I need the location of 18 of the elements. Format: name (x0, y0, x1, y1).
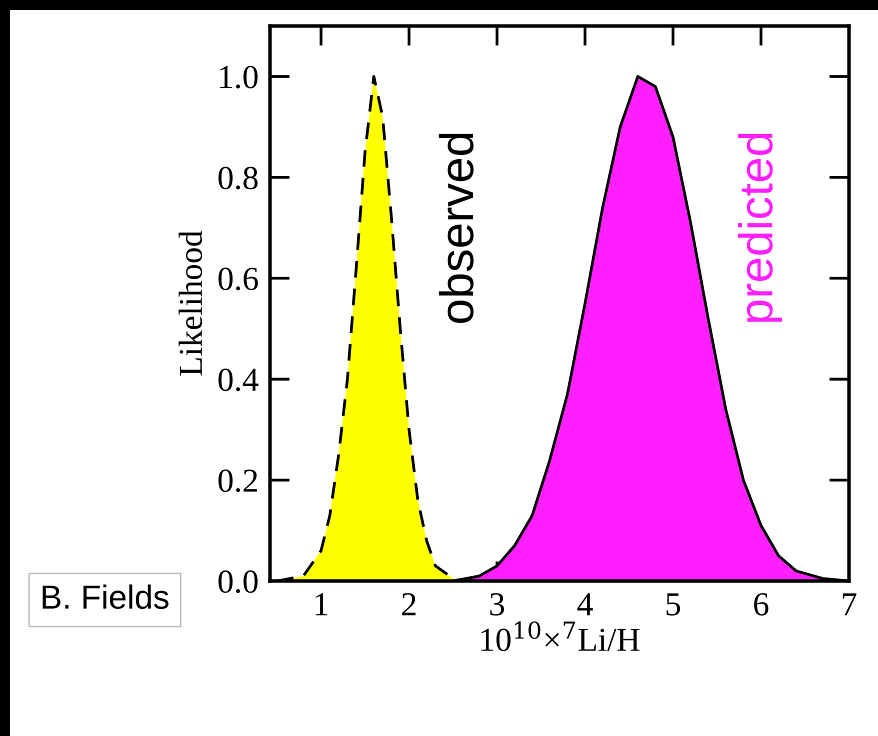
y-tick-label: 1.0 (220, 66, 258, 88)
text: B. Fields (42, 584, 168, 609)
y-axis-title: Likelihood (178, 230, 202, 376)
x-tick-label: 2 (402, 593, 416, 616)
x-tick-label: 6 (754, 593, 768, 616)
text: observed (438, 134, 474, 323)
x-tick-label: 1 (316, 593, 328, 616)
y-tick-label: 0.4 (218, 368, 258, 392)
y-tick-label: 0.6 (218, 268, 258, 290)
text: predicted (738, 134, 782, 322)
x-tick-label: 3 (490, 593, 504, 616)
y-tick-label: 0.0 (218, 570, 258, 594)
y-tick-label: 0.8 (218, 166, 258, 190)
x-tick-label: 4 (577, 593, 593, 616)
x-tick-label: 7 (842, 593, 856, 616)
x-axis-title: 10$^{10}$×$^{7}$Li/H (481, 621, 640, 652)
y-tick-label: 0.2 (218, 469, 258, 492)
x-tick-label: 5 (666, 593, 680, 616)
